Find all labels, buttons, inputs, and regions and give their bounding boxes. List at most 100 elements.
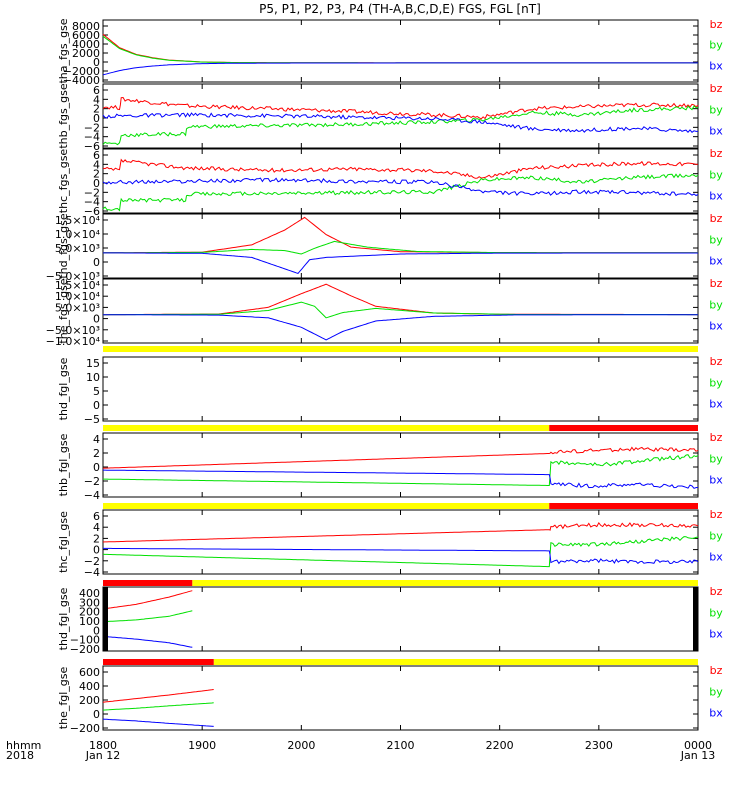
panel-frame [102, 19, 699, 83]
y-tick-label: 10 [86, 371, 100, 384]
y-tick-label: 6 [93, 510, 100, 523]
series-bx [102, 62, 698, 76]
quality-bar-yellow [103, 346, 698, 352]
y-tick-label: 200 [79, 606, 100, 619]
series-by [102, 35, 698, 64]
legend-bx: bx [709, 474, 723, 487]
x-axis-label-line1: hhmm [6, 739, 41, 752]
y-tick-label: 4 [93, 158, 100, 171]
y-tick-label: −100 [70, 634, 100, 647]
y-tick-label: 600 [79, 666, 100, 679]
legend-by: by [709, 376, 723, 389]
y-axis-label: the_fgs_gse [57, 278, 70, 343]
series-bz [102, 590, 193, 610]
series-bz [102, 522, 699, 543]
series-by [102, 173, 699, 212]
y-tick-label: −6 [84, 140, 100, 153]
y-tick-label: 0 [93, 399, 100, 412]
series-by [102, 610, 193, 623]
y-tick-label: −1.0×10⁴ [46, 335, 101, 348]
legend-bx: bx [709, 551, 723, 564]
y-tick-label: 6 [93, 84, 100, 97]
series-bz [102, 689, 214, 703]
series-bz [102, 96, 699, 120]
x-tick-sublabel: Jan 12 [85, 749, 120, 762]
y-tick-label: −4 [84, 196, 100, 209]
x-tick-label: 1800 [89, 739, 117, 752]
legend-bz: bz [710, 277, 723, 290]
y-tick-label: 0 [93, 177, 100, 190]
y-tick-label: −6 [84, 205, 100, 218]
x-tick-label: 2300 [585, 739, 613, 752]
panel-frame [102, 83, 699, 149]
series-by [102, 536, 699, 568]
y-tick-label: 6000 [72, 29, 100, 42]
y-tick-label: 2000 [72, 47, 100, 60]
legend-bx: bx [709, 628, 723, 641]
series-by [103, 454, 699, 486]
legend-by: by [709, 168, 723, 181]
legend-by: by [709, 529, 723, 542]
y-tick-label: 200 [79, 694, 100, 707]
y-axis-label: thc_fgl_gse [57, 511, 70, 573]
y-tick-label: 4 [93, 433, 100, 446]
y-tick-label: −5.0×10³ [46, 270, 100, 283]
chart-title: P5, P1, P2, P3, P4 (TH-A,B,C,D,E) FGS, F… [259, 2, 541, 16]
legend-bx: bx [709, 59, 723, 72]
y-tick-label: 2 [93, 447, 100, 460]
y-tick-label: −4 [84, 489, 100, 502]
quality-bar-yellow [103, 425, 550, 431]
series-bx [102, 112, 698, 133]
y-tick-label: −2 [84, 475, 100, 488]
panel-7: 420−2−4 thb_fgl_gse bz by bx [57, 425, 723, 502]
legend-bz: bz [710, 18, 723, 31]
series-by [102, 105, 699, 146]
quality-bar-yellow [103, 503, 550, 509]
legend-by: by [709, 39, 723, 52]
y-tick-label: −200 [70, 722, 100, 735]
y-axis-label: thb_fgs_gse [57, 83, 70, 149]
quality-bar-red [103, 580, 193, 586]
y-tick-label: 4000 [72, 38, 100, 51]
y-tick-label: 5.0×10³ [55, 242, 100, 255]
y-tick-label: 0 [93, 56, 100, 69]
legend-by: by [709, 298, 723, 311]
legend-bx: bx [709, 255, 723, 268]
legend-bx: bx [709, 125, 723, 138]
y-tick-label: 0 [93, 461, 100, 474]
quality-bar-yellow [213, 659, 698, 665]
y-tick-label: −2 [84, 121, 100, 134]
y-axis-label: the_fgl_gse [57, 667, 70, 730]
y-tick-label: 5 [93, 385, 100, 398]
x-tick-label: 2200 [486, 739, 514, 752]
y-axis-label: thc_fgs_gse [57, 149, 70, 214]
x-tick-sublabel: Jan 13 [680, 749, 715, 762]
data-gap-marker-right [693, 587, 698, 651]
legend-by: by [709, 233, 723, 246]
data-gap-marker-left [103, 587, 108, 651]
y-tick-label: 0 [93, 544, 100, 557]
y-tick-label: 15 [86, 357, 100, 370]
x-tick-label: 1900 [188, 739, 216, 752]
legend-bz: bz [710, 82, 723, 95]
legend-bz: bz [710, 508, 723, 521]
y-tick-label: 1.0×10⁴ [55, 290, 101, 303]
y-tick-label: 0 [93, 708, 100, 721]
y-axis-label: thd_fgl_gse [57, 357, 70, 420]
y-tick-label: 2 [93, 103, 100, 116]
series-bz [102, 446, 699, 469]
y-tick-label: 0 [93, 624, 100, 637]
y-tick-label: −4 [84, 566, 100, 579]
x-tick-label: 2100 [387, 739, 415, 752]
y-tick-label: 6 [93, 149, 100, 162]
y-axis-label: thd_fgl_gse [57, 587, 70, 650]
series-bz [102, 216, 698, 254]
series-bx [103, 547, 699, 565]
y-axis-label: thb_fgl_gse [57, 433, 70, 496]
series-bx [102, 635, 193, 648]
